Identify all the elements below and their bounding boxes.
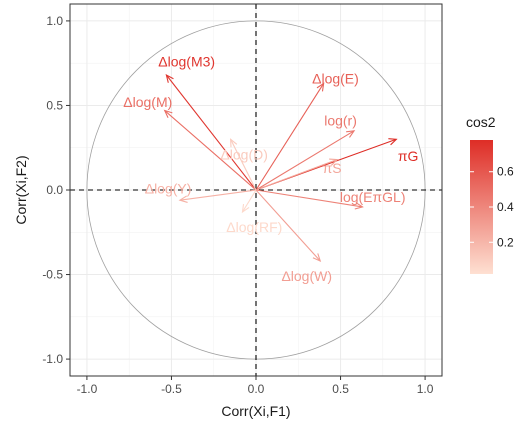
variable-arrows <box>163 73 398 263</box>
variable-label: Δlog(M) <box>123 94 172 110</box>
y-tick-label: 0.5 <box>46 98 63 112</box>
variable-label: Δlog(M3) <box>158 53 215 69</box>
variable-arrow <box>255 82 325 191</box>
x-axis-title: Corr(Xi,F1) <box>221 403 290 419</box>
variable-arrow <box>163 109 257 191</box>
x-tick-label: 0.0 <box>248 382 265 396</box>
variable-arrow <box>255 130 356 191</box>
y-axis: -1.0 -0.5 0.0 0.5 1.0 <box>42 14 70 366</box>
variable-labels: Δlog(M3) Δlog(E) Δlog(M) log(r) πG πS Δlog(D) Δ… <box>123 53 418 284</box>
variable-label: Δlog(RF) <box>226 219 282 235</box>
variable-label: log(r) <box>324 113 357 129</box>
variable-label: πG <box>398 148 419 164</box>
y-tick-label: -0.5 <box>42 268 63 282</box>
x-tick-label: -0.5 <box>161 382 182 396</box>
variable-arrow <box>255 158 339 191</box>
variable-arrow <box>230 138 257 191</box>
legend-tick-label: 0.6 <box>497 165 514 179</box>
variable-arrow <box>165 73 257 191</box>
variable-label: Δlog(Y) <box>145 180 192 196</box>
legend-tick-label: 0.4 <box>497 200 514 214</box>
x-tick-label: 1.0 <box>417 382 434 396</box>
variable-arrow <box>178 189 257 203</box>
y-tick-label: 0.0 <box>46 183 63 197</box>
reference-lines <box>70 4 442 376</box>
y-tick-label: -1.0 <box>42 352 63 366</box>
y-tick-label: 1.0 <box>46 14 63 28</box>
variable-arrow <box>241 189 257 214</box>
x-axis: -1.0 -0.5 0.0 0.5 1.0 <box>77 376 434 396</box>
legend-tick-label: 0.2 <box>497 235 514 249</box>
cos2-legend: cos2 0.2 0.4 0.6 <box>466 114 514 274</box>
variable-label: Δlog(W) <box>281 268 332 284</box>
variable-label: Δlog(E) <box>312 70 359 86</box>
variable-label: log(EπGL) <box>340 189 406 205</box>
legend-title: cos2 <box>466 114 496 130</box>
legend-colorbar <box>470 140 493 274</box>
variable-arrow <box>255 189 322 263</box>
variable-arrow <box>255 189 364 210</box>
legend-ticks: 0.2 0.4 0.6 <box>470 165 514 249</box>
variable-label: πS <box>323 160 342 176</box>
y-axis-title: Corr(Xi,F2) <box>13 155 29 224</box>
x-tick-label: 0.5 <box>332 382 349 396</box>
x-tick-label: -1.0 <box>77 382 98 396</box>
variable-label: Δlog(D) <box>220 146 267 162</box>
